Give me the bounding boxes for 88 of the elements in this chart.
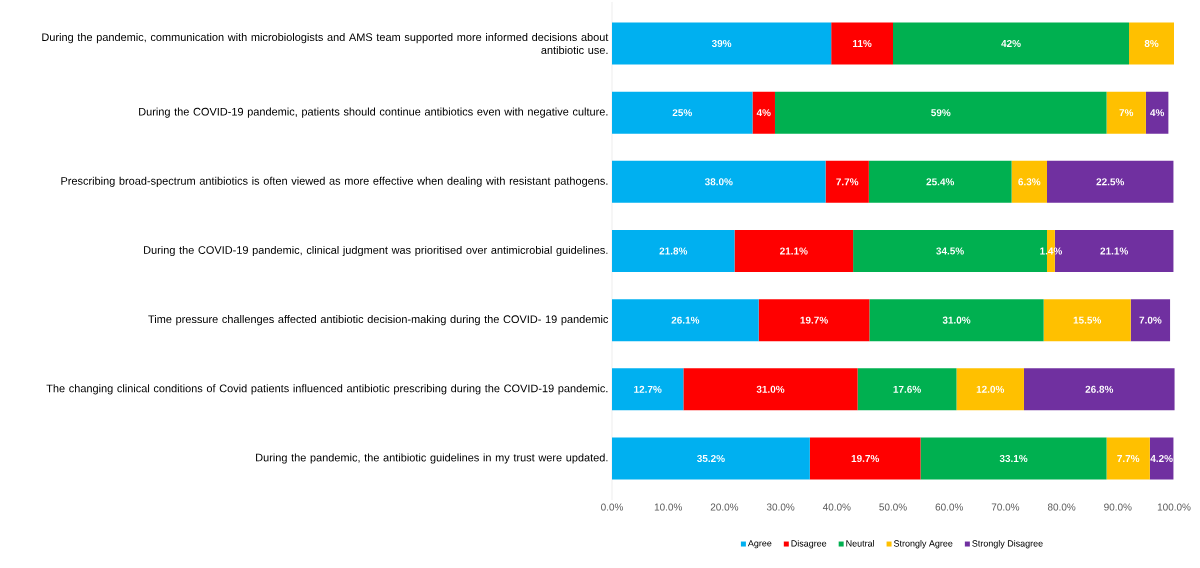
legend-label: Agree [747,540,772,549]
bar [612,368,684,411]
data-label: 25% [672,109,692,117]
bar [612,299,759,342]
x-tick-label: 90.0% [1104,503,1132,511]
data-label: 34.5% [936,247,964,255]
data-label: 31.0% [942,316,971,324]
legend-label: Disagree [791,540,827,549]
bar [612,229,735,272]
data-label: 21.1% [1100,247,1129,255]
data-label: 19.7% [851,454,880,463]
data-label: 7% [1119,109,1134,117]
data-label: 21.1% [780,247,808,255]
data-label: 59% [931,109,951,117]
bar [1129,22,1175,65]
x-tick-label: 40.0% [822,503,851,511]
bar [683,368,858,411]
x-tick-label: 30.0% [766,503,795,511]
data-label: 42% [1001,39,1021,47]
data-label: 4% [756,109,771,117]
y-tick-label: Time pressure challenges affected antibiotic decision-making during the COVID- 19 pandemic [148,315,609,326]
bar [1011,160,1047,203]
data-label: 7.0% [1139,316,1162,324]
bar [734,229,854,272]
bar [825,160,869,203]
bar [809,437,921,480]
data-label: 4% [1150,109,1165,117]
bar [831,22,894,65]
bar [920,437,1107,480]
data-label: 26.8% [1085,385,1114,393]
bar [956,368,1024,411]
bar [1046,160,1174,203]
data-label: 7.7% [1117,454,1140,462]
data-label: 35.2% [697,454,725,463]
bar [752,91,775,134]
bar [612,91,753,134]
data-label: 21.8% [659,247,688,255]
data-label: 4.2% [1150,454,1173,462]
y-tick-label: Prescribing broad-spectrum antibiotics is often viewed as more effective when dealing with resistant pathogens. [61,176,608,187]
data-label: 6.3% [1018,178,1041,186]
bar [868,160,1012,203]
bar [1043,299,1131,342]
data-label: 7.7% [836,178,859,186]
data-label: 15.5% [1073,316,1102,324]
y-tick-label: The changing clinical conditions of Covid patients influenced antibiotic prescribing during the COVID-19 pandemic. [46,384,608,395]
bar [1106,91,1146,134]
data-label: 22.5% [1096,178,1125,186]
data-label: 17.6% [893,385,921,393]
bar [612,160,826,203]
data-label: 26.1% [671,316,700,324]
y-tick-label: During the COVID-19 pandemic, clinical judgment was prioritised over antimicrobial guidelines. [144,245,608,257]
data-label: 11% [853,39,872,47]
y-tick-label: During the pandemic, communication with microbiologists and AMS team supported more informed decisions about antibiotic use. [42,33,609,54]
legend-label: Strongly Agree [893,540,953,549]
data-label: 33.1% [999,454,1028,463]
data-label: 19.7% [800,316,828,324]
data-label: 8% [1144,39,1159,48]
data-label: 31.0% [756,385,785,393]
data-label: 1.4% [1040,247,1063,255]
x-tick-label: 10.0% [654,503,682,511]
y-tick-label: During the pandemic, the antibiotic guidelines in my trust were updated. [256,453,608,464]
x-tick-label: 20.0% [710,503,739,511]
legend-label: Neutral [846,540,874,547]
bar [869,299,1044,342]
legend-label: Strongly Disagree [972,540,1043,549]
bar [1145,91,1169,134]
bar [857,368,957,411]
bar [1130,299,1171,342]
data-label: 38.0% [704,178,733,186]
bar [612,437,810,480]
bar [893,22,1130,65]
bar [774,91,1107,134]
bar [1106,437,1150,480]
x-tick-label: 60.0% [935,503,963,511]
x-tick-label: 100.0% [1157,503,1191,511]
bar [612,22,832,65]
bar [1023,368,1175,411]
data-label: 25.4% [926,178,955,186]
x-tick-label: 0.0% [601,503,624,511]
bar [1149,437,1174,480]
x-tick-label: 80.0% [1047,503,1076,511]
data-label: 12.0% [976,385,1005,393]
x-tick-label: 70.0% [991,503,1020,511]
x-tick-label: 50.0% [879,503,907,511]
data-label: 12.7% [634,385,662,393]
data-label: 39% [711,39,732,48]
y-tick-label: During the COVID-19 pandemic, patients should continue antibiotics even with negative culture. [139,107,608,118]
bar [758,299,870,342]
